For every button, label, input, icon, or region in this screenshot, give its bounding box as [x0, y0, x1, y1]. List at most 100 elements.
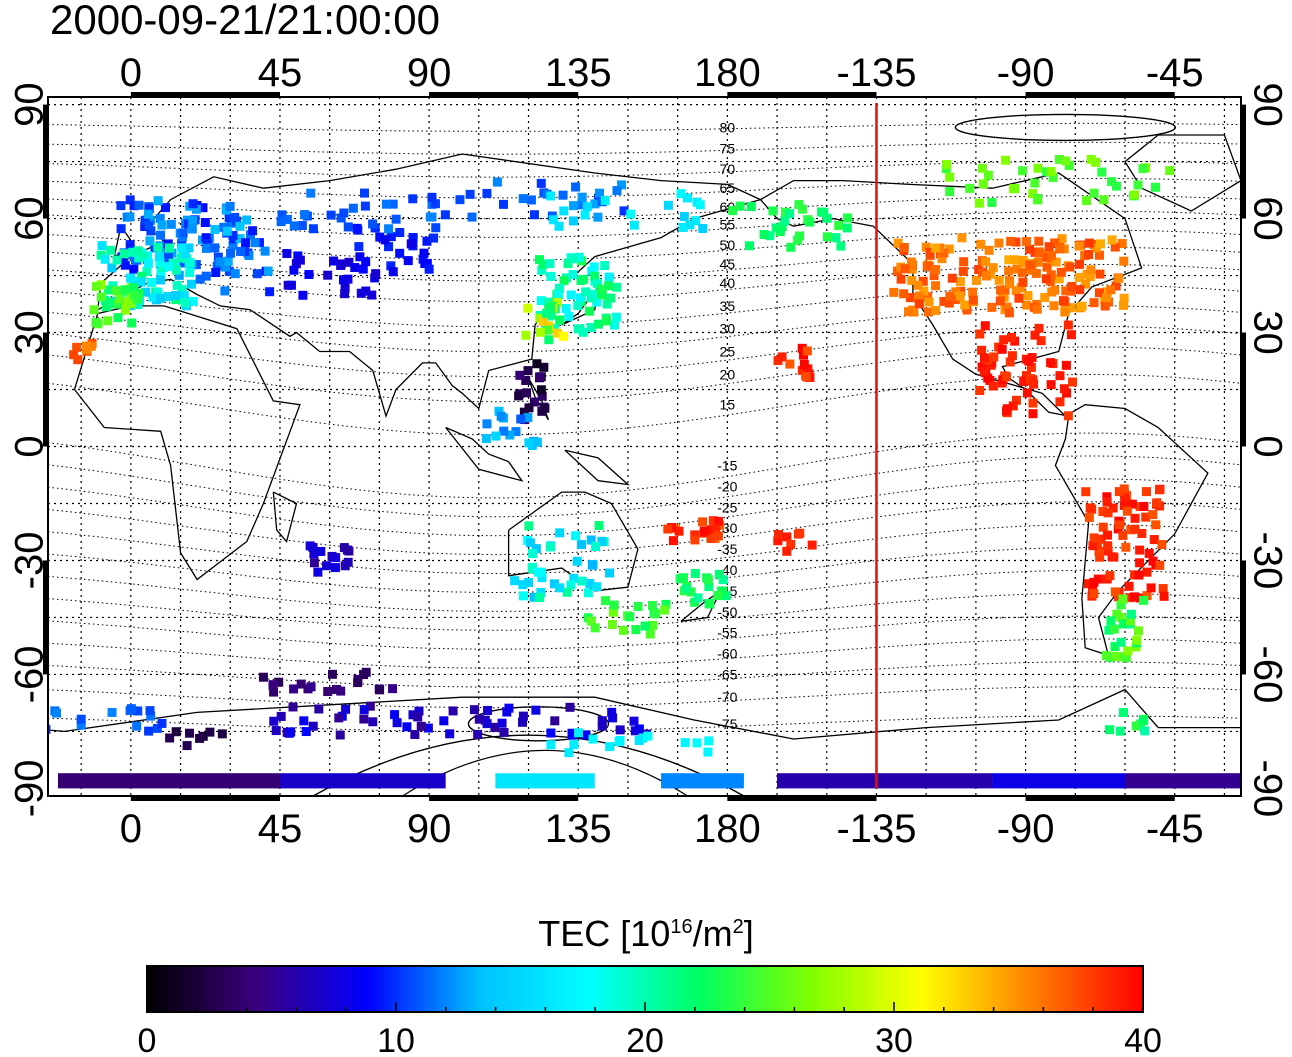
- tec-cell: [1116, 637, 1126, 647]
- tec-cell: [125, 195, 135, 205]
- tec-cell: [1089, 298, 1099, 308]
- tec-cell: [107, 263, 117, 273]
- tec-cell: [583, 588, 593, 598]
- tec-cell: [1150, 182, 1160, 192]
- tec-cell: [589, 262, 599, 272]
- tec-cell: [896, 274, 906, 284]
- coastline: [760, 172, 1209, 657]
- tec-cell: [983, 373, 993, 383]
- tec-cell: [144, 220, 154, 230]
- tec-cell: [988, 381, 998, 391]
- tec-cell: [1121, 653, 1131, 663]
- tec-cell: [1135, 558, 1145, 568]
- tec-cell: [230, 269, 240, 279]
- tec-cell: [288, 702, 298, 712]
- tec-cell: [905, 293, 915, 303]
- tec-cell: [745, 241, 755, 251]
- tec-cell: [566, 580, 576, 590]
- contour-label: -55: [717, 625, 737, 641]
- tec-cell: [710, 524, 720, 534]
- tec-cell: [668, 536, 678, 546]
- tec-cell: [125, 212, 135, 222]
- tec-cell: [161, 203, 171, 213]
- tec-cell: [544, 335, 554, 345]
- tec-cell: [153, 287, 163, 297]
- lat-tick-right: -60: [1245, 646, 1289, 704]
- tec-cell: [424, 264, 434, 274]
- tec-cell: [703, 575, 713, 585]
- tec-cell: [158, 262, 168, 272]
- lon-tick-top: -45: [1146, 51, 1204, 95]
- tec-cell: [1068, 377, 1078, 387]
- tec-cell: [286, 727, 296, 737]
- tec-cell: [561, 304, 571, 314]
- tec-cell: [371, 269, 381, 279]
- tec-cell: [141, 287, 151, 297]
- tec-cell: [523, 366, 533, 376]
- tec-cell: [559, 206, 569, 216]
- tec-cell: [619, 206, 629, 216]
- tec-cell: [1033, 195, 1043, 205]
- tec-cell: [381, 199, 391, 209]
- tec-cell: [388, 684, 398, 694]
- tec-cell: [473, 729, 483, 739]
- tec-cell: [675, 574, 685, 584]
- tec-cell: [581, 287, 591, 297]
- tec-cell: [1123, 646, 1133, 656]
- frame-bar-left: [43, 104, 48, 219]
- tec-cell: [410, 729, 420, 739]
- tec-cell: [643, 731, 653, 741]
- tec-cell: [213, 252, 223, 262]
- tec-cell: [134, 200, 144, 210]
- tec-cell: [1001, 372, 1011, 382]
- tec-cell: [163, 253, 173, 263]
- tec-cell: [718, 586, 728, 596]
- tec-cell: [569, 254, 579, 264]
- tec-cell: [542, 308, 552, 318]
- tec-cell: [968, 295, 978, 305]
- tec-cell: [352, 223, 362, 233]
- tec-cell: [1055, 244, 1065, 254]
- tec-cell: [191, 204, 201, 214]
- tec-cell: [354, 242, 364, 252]
- frame-bar-top: [429, 92, 579, 97]
- tec-cell: [974, 198, 984, 208]
- colorbar-label-mid: /m: [692, 913, 733, 954]
- tec-cell: [1091, 157, 1101, 167]
- tec-cell: [139, 252, 149, 262]
- tec-cell: [498, 199, 508, 209]
- tec-cell: [481, 434, 491, 444]
- tec-cell: [355, 252, 365, 262]
- tec-cell: [1007, 351, 1017, 361]
- tec-cell: [612, 282, 622, 292]
- tec-cell: [574, 252, 584, 262]
- tec-cell: [1124, 581, 1134, 591]
- tec-cell: [154, 252, 164, 262]
- tec-cell: [1082, 196, 1092, 206]
- tec-cell: [678, 222, 688, 232]
- tec-cell: [185, 728, 195, 738]
- contour-label: 70: [720, 161, 736, 177]
- tec-cell: [1142, 567, 1152, 577]
- tec-cell: [146, 711, 156, 721]
- tec-cell: [1096, 534, 1106, 544]
- tec-cell: [984, 245, 994, 255]
- tec-cell: [591, 541, 601, 551]
- lat-tick-left: 0: [8, 435, 52, 457]
- tec-cell: [765, 231, 775, 241]
- tec-cell: [529, 210, 539, 220]
- tec-cell: [569, 201, 579, 211]
- lon-tick-top: -135: [836, 51, 916, 95]
- tec-cell: [1067, 281, 1077, 291]
- tec-cell: [1109, 624, 1119, 634]
- tec-cell: [705, 599, 715, 609]
- tec-cell: [314, 704, 324, 714]
- tec-cell: [1107, 235, 1117, 245]
- contour-label: -25: [717, 499, 737, 515]
- tec-cell: [842, 223, 852, 233]
- tec-cell: [359, 705, 369, 715]
- tec-cell: [536, 178, 546, 188]
- tec-cell: [545, 259, 555, 269]
- tec-cell: [113, 313, 123, 323]
- tec-cell: [566, 290, 576, 300]
